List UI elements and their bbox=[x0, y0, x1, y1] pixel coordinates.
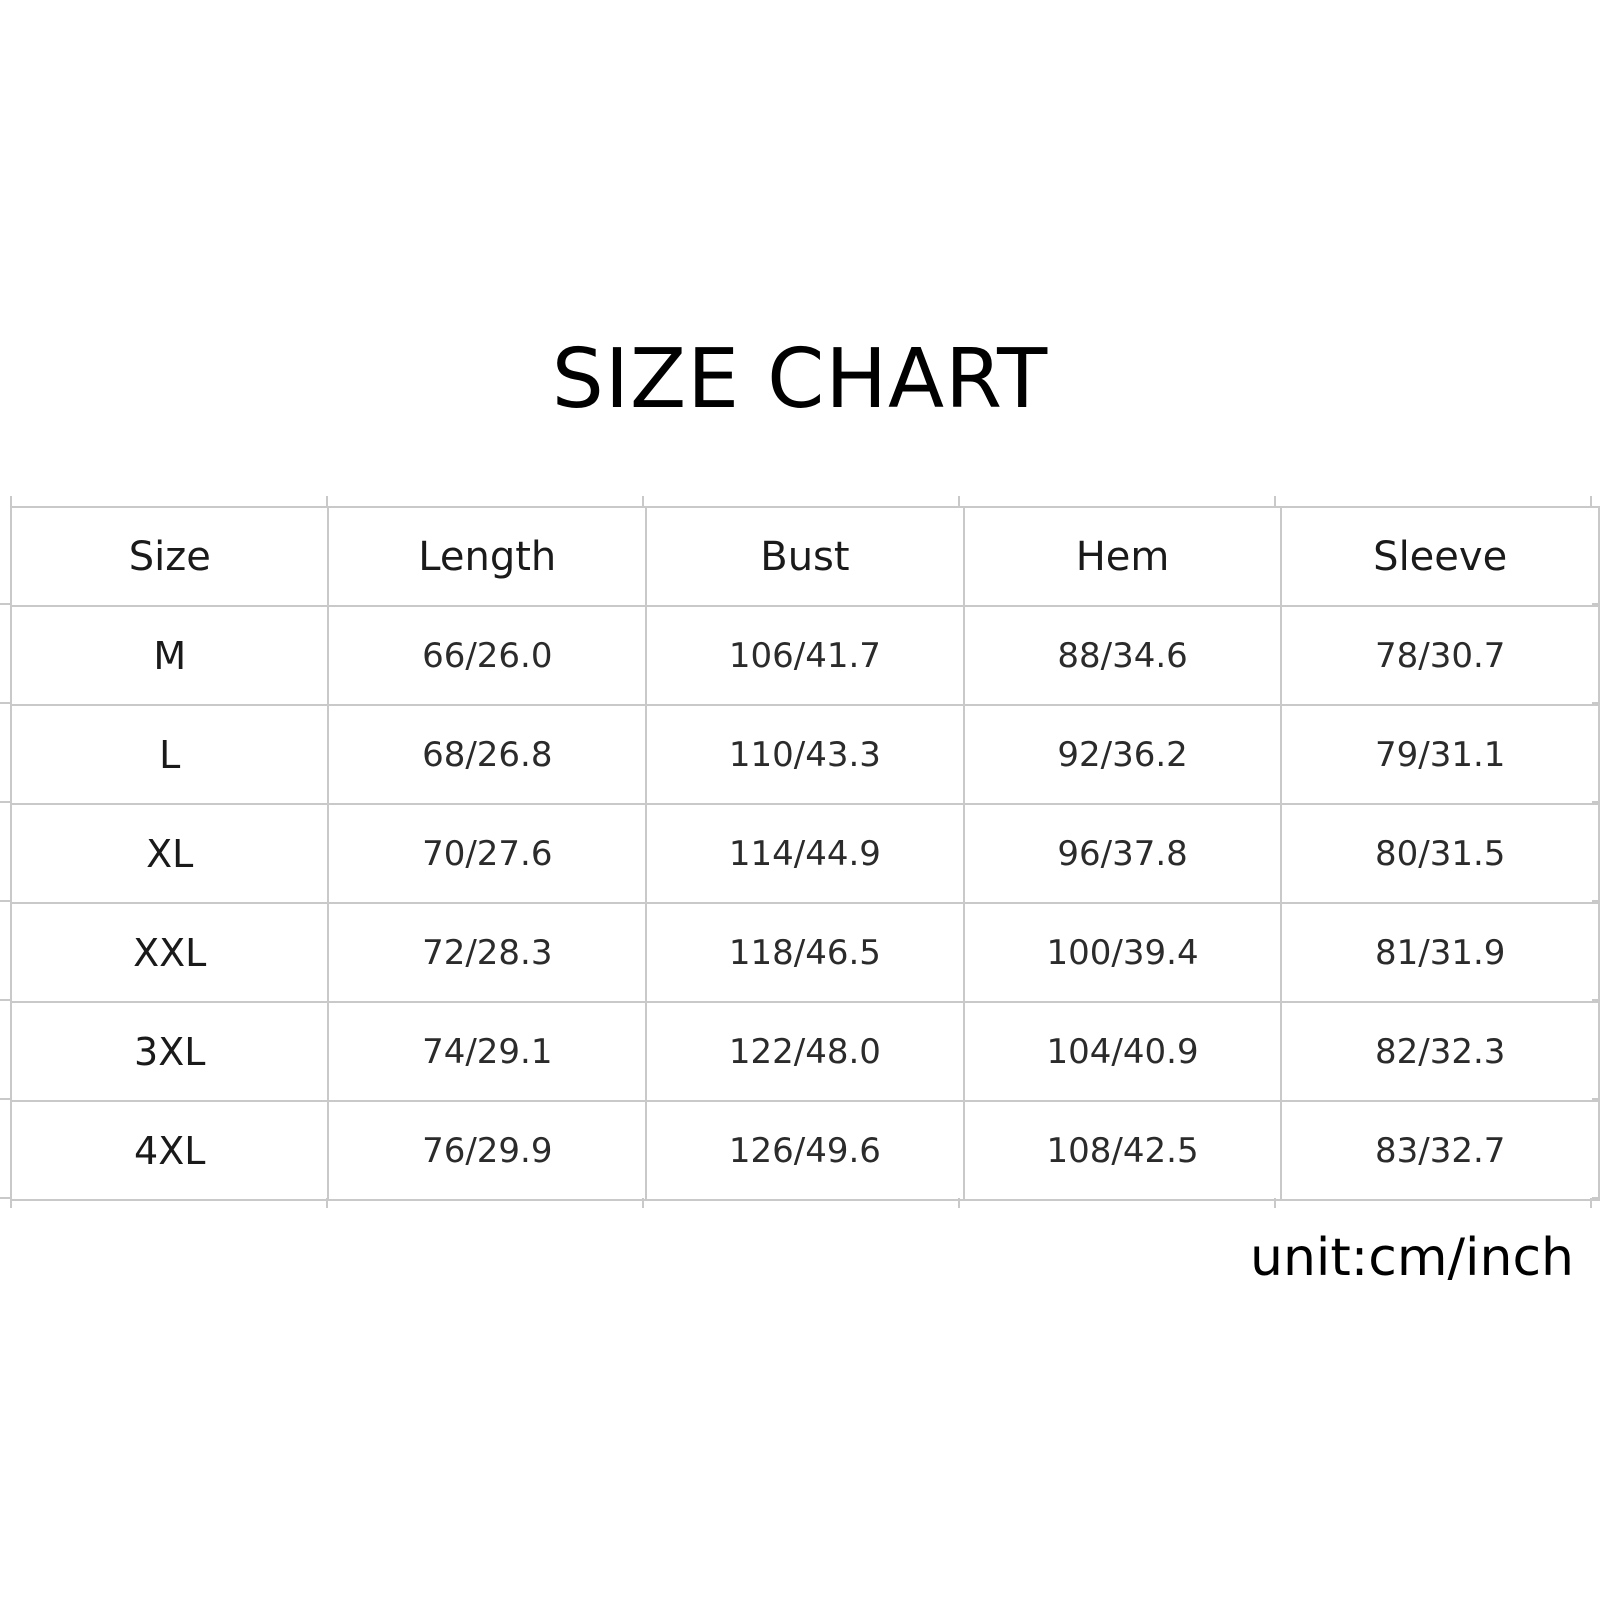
size-cell: XXL bbox=[9, 902, 329, 1003]
sleeve-cell: 78/30.7 bbox=[1280, 605, 1600, 706]
grid-edge-left bbox=[0, 506, 10, 1200]
header-length: Length bbox=[327, 506, 647, 607]
hem-cell: 104/40.9 bbox=[962, 1001, 1282, 1102]
header-size: Size bbox=[9, 506, 329, 607]
size-table: Size Length Bust Hem Sleeve M 66/26.0 10… bbox=[9, 506, 1600, 1201]
sleeve-cell: 79/31.1 bbox=[1280, 704, 1600, 805]
table-header-row: Size Length Bust Hem Sleeve bbox=[9, 506, 1600, 607]
table-row: 4XL 76/29.9 126/49.6 108/42.5 83/32.7 bbox=[9, 1100, 1600, 1201]
length-cell: 68/26.8 bbox=[327, 704, 647, 805]
table-row: L 68/26.8 110/43.3 92/36.2 79/31.1 bbox=[9, 704, 1600, 805]
size-cell: XL bbox=[9, 803, 329, 904]
bust-cell: 118/46.5 bbox=[645, 902, 964, 1003]
unit-note: unit:cm/inch bbox=[1250, 1228, 1574, 1288]
size-cell: L bbox=[9, 704, 329, 805]
hem-cell: 96/37.8 bbox=[962, 803, 1282, 904]
length-cell: 76/29.9 bbox=[327, 1100, 647, 1201]
grid-tick bbox=[958, 1198, 960, 1208]
grid-tick bbox=[326, 1198, 328, 1208]
bust-cell: 114/44.9 bbox=[645, 803, 964, 904]
length-cell: 74/29.1 bbox=[327, 1001, 647, 1102]
grid-tick bbox=[1274, 1198, 1276, 1208]
table-row: 3XL 74/29.1 122/48.0 104/40.9 82/32.3 bbox=[9, 1001, 1600, 1102]
grid-tick bbox=[958, 496, 960, 506]
grid-tick bbox=[642, 496, 644, 506]
length-cell: 66/26.0 bbox=[327, 605, 647, 706]
hem-cell: 100/39.4 bbox=[962, 902, 1282, 1003]
grid-tick bbox=[1590, 1198, 1592, 1208]
header-hem: Hem bbox=[962, 506, 1282, 607]
bust-cell: 106/41.7 bbox=[645, 605, 964, 706]
sleeve-cell: 80/31.5 bbox=[1280, 803, 1600, 904]
sleeve-cell: 82/32.3 bbox=[1280, 1001, 1600, 1102]
grid-tick bbox=[1590, 496, 1592, 506]
size-cell: 3XL bbox=[9, 1001, 329, 1102]
grid-tick bbox=[326, 496, 328, 506]
size-cell: 4XL bbox=[9, 1100, 329, 1201]
bust-cell: 110/43.3 bbox=[645, 704, 964, 805]
table-row: M 66/26.0 106/41.7 88/34.6 78/30.7 bbox=[9, 605, 1600, 706]
bust-cell: 122/48.0 bbox=[645, 1001, 964, 1102]
header-bust: Bust bbox=[645, 506, 964, 607]
grid-tick bbox=[10, 496, 12, 506]
page-title: SIZE CHART bbox=[551, 332, 1049, 427]
grid-tick bbox=[1274, 496, 1276, 506]
hem-cell: 108/42.5 bbox=[962, 1100, 1282, 1201]
header-sleeve: Sleeve bbox=[1280, 506, 1600, 607]
size-cell: M bbox=[9, 605, 329, 706]
grid-tick bbox=[10, 1198, 12, 1208]
length-cell: 70/27.6 bbox=[327, 803, 647, 904]
hem-cell: 92/36.2 bbox=[962, 704, 1282, 805]
grid-tick bbox=[642, 1198, 644, 1208]
sleeve-cell: 83/32.7 bbox=[1280, 1100, 1600, 1201]
hem-cell: 88/34.6 bbox=[962, 605, 1282, 706]
table-row: XXL 72/28.3 118/46.5 100/39.4 81/31.9 bbox=[9, 902, 1600, 1003]
table-row: XL 70/27.6 114/44.9 96/37.8 80/31.5 bbox=[9, 803, 1600, 904]
bust-cell: 126/49.6 bbox=[645, 1100, 964, 1201]
sleeve-cell: 81/31.9 bbox=[1280, 902, 1600, 1003]
length-cell: 72/28.3 bbox=[327, 902, 647, 1003]
